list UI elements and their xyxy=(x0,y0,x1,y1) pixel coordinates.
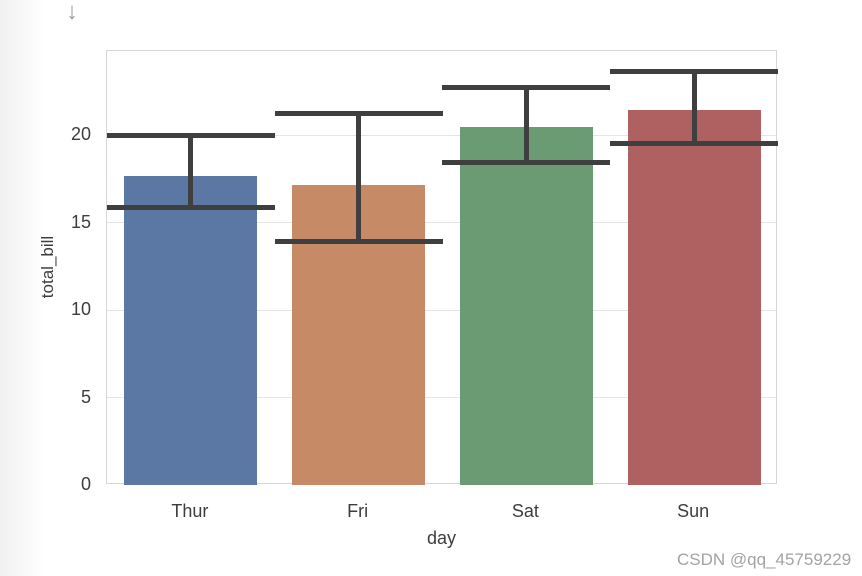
gridline-y-5 xyxy=(107,397,776,398)
ytick-label-0: 0 xyxy=(80,474,91,494)
errorbar-cap-low-sat xyxy=(442,159,611,165)
errorbar-cap-low-thur xyxy=(106,205,275,211)
gridline-y-15 xyxy=(107,222,776,223)
errorbar-cap-low-sun xyxy=(610,141,779,147)
bar-sat xyxy=(459,127,593,485)
errorbar-line-sat xyxy=(523,87,529,163)
bar-thur xyxy=(124,175,258,485)
x-axis-label: day xyxy=(426,528,457,548)
errorbar-cap-high-thur xyxy=(106,133,275,139)
xtick-label-fri: Fri xyxy=(347,501,369,521)
ytick-label-5: 5 xyxy=(80,386,91,407)
xtick-label-sat: Sat xyxy=(511,501,539,521)
errorbar-line-sun xyxy=(691,71,697,144)
ytick-label-15: 15 xyxy=(70,211,91,232)
errorbar-cap-low-fri xyxy=(274,239,443,245)
xtick-label-sun: Sun xyxy=(677,501,710,521)
gridline-y-10 xyxy=(107,309,776,311)
ytick-label-10: 10 xyxy=(70,299,91,319)
ytick-label-20: 20 xyxy=(70,124,91,144)
errorbar-line-fri xyxy=(356,113,362,242)
plot-area xyxy=(106,50,779,485)
errorbar-cap-high-fri xyxy=(274,110,443,116)
gridline-y-20 xyxy=(107,134,776,136)
watermark-text: CSDN @qq_45759229 xyxy=(677,550,852,569)
y-axis-label: total_bill xyxy=(38,235,57,299)
down-arrow-icon: ↓ xyxy=(66,0,78,25)
errorbar-cap-high-sat xyxy=(442,85,611,91)
bar-sun xyxy=(627,110,761,485)
xtick-label-thur: Thur xyxy=(171,501,209,521)
errorbar-cap-high-sun xyxy=(610,68,779,74)
errorbar-line-thur xyxy=(188,135,194,208)
